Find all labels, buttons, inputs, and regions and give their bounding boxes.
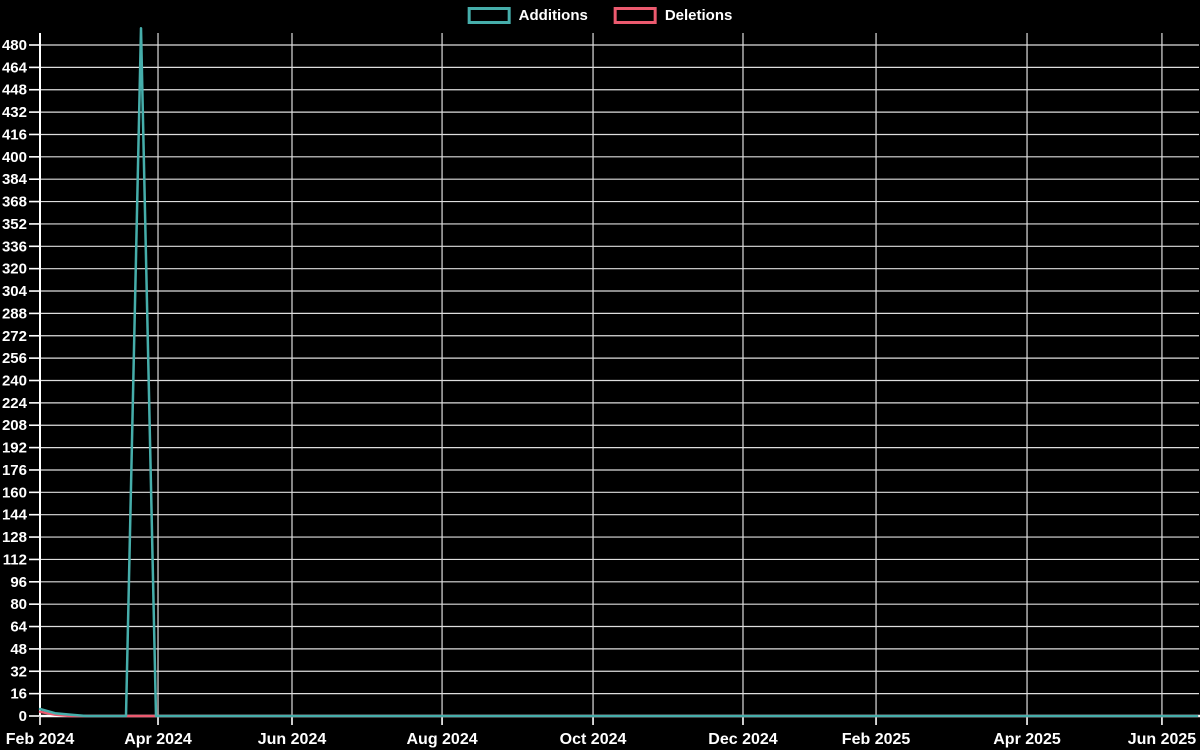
y-tick-label: 288 <box>2 305 27 322</box>
x-tick-label: Apr 2025 <box>993 731 1061 748</box>
y-tick-label: 192 <box>2 440 27 457</box>
x-tick-label: Feb 2025 <box>842 731 911 748</box>
x-tick-label: Oct 2024 <box>560 731 627 748</box>
x-tick-label: Apr 2024 <box>124 731 192 748</box>
y-tick-label: 16 <box>10 686 27 703</box>
x-tick-label: Dec 2024 <box>708 731 777 748</box>
y-tick-label: 320 <box>2 261 27 278</box>
data-series <box>38 26 1199 718</box>
y-tick-label: 128 <box>2 529 27 546</box>
y-tick-label: 480 <box>2 37 27 54</box>
y-tick-label: 80 <box>10 596 27 613</box>
y-tick-label: 432 <box>2 104 27 121</box>
x-tick-label: Aug 2024 <box>406 731 477 748</box>
y-tick-label: 112 <box>3 551 27 568</box>
y-tick-label: 448 <box>2 82 27 99</box>
y-tick-label: 160 <box>2 484 27 501</box>
deletions-swatch-icon <box>613 7 657 24</box>
y-tick-label: 176 <box>2 462 27 479</box>
y-tick-label: 96 <box>10 574 27 591</box>
gridlines <box>39 33 1199 716</box>
y-tick-label: 32 <box>10 663 27 680</box>
y-tick-label: 144 <box>2 507 28 524</box>
tick-marks <box>29 44 1163 725</box>
x-tick-label: Feb 2024 <box>6 731 75 748</box>
y-tick-label: 256 <box>2 350 27 367</box>
additions-swatch-icon <box>467 7 511 24</box>
y-tick-label: 240 <box>2 373 27 390</box>
y-tick-label: 368 <box>2 194 27 211</box>
y-tick-label: 352 <box>2 216 27 233</box>
y-tick-label: 48 <box>10 641 27 658</box>
y-tick-label: 208 <box>2 417 27 434</box>
y-tick-label: 304 <box>2 283 28 300</box>
legend-item-additions[interactable]: Additions <box>467 6 588 25</box>
x-axis-labels: Feb 2024 Apr 2024 Jun 2024 Aug 2024 Oct 2024… <box>6 731 1197 748</box>
additions-legend-label: Additions <box>518 7 588 24</box>
y-tick-label: 384 <box>2 171 28 188</box>
deletions-legend-label: Deletions <box>664 7 733 24</box>
y-tick-label: 464 <box>2 59 28 76</box>
y-tick-label: 224 <box>2 395 28 412</box>
y-tick-label: 272 <box>2 328 27 345</box>
y-tick-label: 64 <box>10 619 27 636</box>
chart-legend: Additions Deletions <box>467 6 733 25</box>
y-axis-labels: 0 16 32 48 64 80 96 112 128 144 160 176 192 208 224 240… <box>2 37 28 725</box>
y-tick-label: 336 <box>2 238 27 255</box>
axes <box>39 33 1200 718</box>
x-tick-label: Jun 2024 <box>258 731 327 748</box>
y-tick-label: 0 <box>19 708 27 725</box>
y-tick-label: 400 <box>2 149 27 166</box>
y-tick-label: 416 <box>2 126 27 143</box>
x-tick-label: Jun 2025 <box>1128 731 1197 748</box>
series-line-additions <box>38 26 1199 718</box>
legend-item-deletions[interactable]: Deletions <box>613 6 733 25</box>
